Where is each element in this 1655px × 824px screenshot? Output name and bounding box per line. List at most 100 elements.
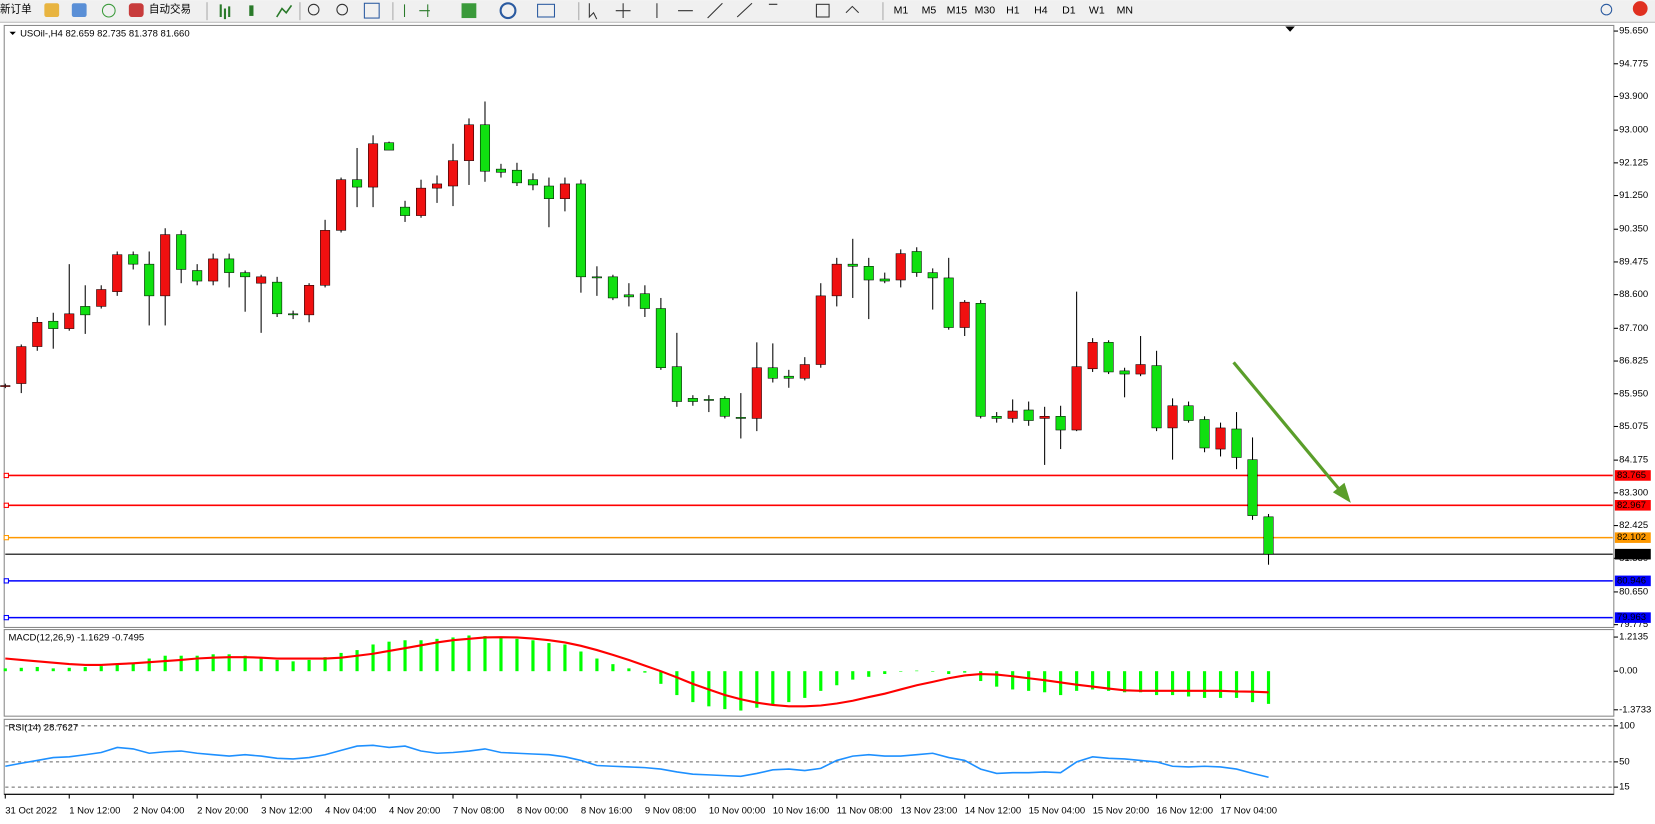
candle-body xyxy=(671,366,682,402)
icon-button[interactable] xyxy=(71,3,87,17)
y-tick-label: 84.175 xyxy=(1619,455,1648,466)
candle-body xyxy=(527,179,538,186)
search-button[interactable] xyxy=(1600,3,1613,16)
y-tick-label: 80.650 xyxy=(1619,586,1648,597)
price-level-tag xyxy=(1614,470,1651,481)
timeframe-button[interactable]: M5 xyxy=(922,4,937,16)
candle-body xyxy=(16,346,27,384)
macd-bar xyxy=(563,644,567,672)
macd-bar xyxy=(627,668,631,672)
tile-button[interactable] xyxy=(363,2,380,19)
candle-body xyxy=(256,276,267,284)
scroll-button[interactable] xyxy=(403,4,430,17)
macd-bar xyxy=(691,671,695,703)
macd-bar xyxy=(787,671,791,703)
indicator-button[interactable] xyxy=(461,3,477,19)
crosshair-button[interactable] xyxy=(615,3,631,19)
y-tick-label: 83.300 xyxy=(1619,487,1648,498)
new-order-button[interactable]: 新订单 xyxy=(0,2,32,15)
icon-button[interactable] xyxy=(101,3,116,18)
macd-bar xyxy=(387,641,391,672)
macd-bar xyxy=(147,658,151,672)
macd-bar xyxy=(1075,671,1079,691)
timeframe-button[interactable]: H4 xyxy=(1034,4,1048,16)
price-level-label: 82.967 xyxy=(1617,500,1646,511)
timeframe-button[interactable]: W1 xyxy=(1089,4,1105,16)
candle-body xyxy=(368,143,379,188)
x-tick-label: 4 Nov 04:00 xyxy=(325,806,376,817)
timeframe-button[interactable]: D1 xyxy=(1062,4,1076,16)
chart-shift-marker[interactable] xyxy=(1285,26,1295,32)
macd-bar xyxy=(499,637,503,672)
x-tick-label: 15 Nov 20:00 xyxy=(1093,806,1150,817)
candle-body xyxy=(783,375,794,379)
template-button[interactable] xyxy=(537,3,556,18)
macd-bar xyxy=(659,671,663,684)
candle-body xyxy=(352,179,363,188)
line-tools[interactable] xyxy=(656,2,723,19)
zoom-out-button[interactable] xyxy=(336,3,349,16)
macd-bar xyxy=(227,654,231,672)
level-handle xyxy=(3,578,9,584)
text-label-button[interactable] xyxy=(815,3,830,18)
timeframe-button[interactable]: M1 xyxy=(894,4,909,16)
candle-body xyxy=(160,234,171,297)
y-tick-label: 92.125 xyxy=(1619,157,1648,168)
candle-body xyxy=(384,142,395,151)
timeframe-button[interactable]: M30 xyxy=(975,4,996,16)
y-tick-label: 85.950 xyxy=(1619,388,1648,399)
candle-body xyxy=(176,234,187,270)
macd-bar xyxy=(131,662,135,672)
candle-body xyxy=(1071,366,1082,431)
x-tick-label: 8 Nov 00:00 xyxy=(517,806,568,817)
level-handle xyxy=(3,502,9,508)
candle-body xyxy=(1119,370,1130,375)
candle-body xyxy=(1039,416,1050,419)
price-level-tag xyxy=(1614,532,1651,543)
candle-body xyxy=(591,276,602,279)
channel-tools[interactable] xyxy=(736,2,778,18)
candle-body xyxy=(320,230,331,286)
price-level-label: 81.660 xyxy=(1617,549,1646,560)
autotrade-button[interactable]: 自动交易 xyxy=(149,2,191,15)
candle-body xyxy=(416,187,427,216)
macd-bar xyxy=(3,668,7,672)
macd-bar xyxy=(595,658,599,672)
arrows-button[interactable] xyxy=(845,5,860,14)
period-button[interactable] xyxy=(499,2,517,20)
y-tick-label: -1.3733 xyxy=(1619,704,1651,715)
macd-bar xyxy=(1202,671,1207,698)
candle-chart-button[interactable] xyxy=(249,5,254,16)
level-handle xyxy=(3,614,9,621)
macd-bar xyxy=(323,657,327,672)
icon-button[interactable] xyxy=(44,3,60,17)
cursor-button[interactable] xyxy=(588,3,598,20)
macd-bar xyxy=(851,671,855,680)
y-tick-label: 88.600 xyxy=(1619,289,1648,300)
timeframe-button[interactable]: H1 xyxy=(1006,4,1020,16)
candle-body xyxy=(0,385,11,387)
candle-body xyxy=(815,295,826,365)
macd-bar xyxy=(451,637,455,672)
line-chart-button[interactable] xyxy=(276,4,293,18)
candle-body xyxy=(400,206,411,216)
bar-chart-button[interactable] xyxy=(219,4,231,20)
level-handle xyxy=(3,472,9,479)
candle-body xyxy=(495,168,506,173)
x-tick-label: 13 Nov 23:00 xyxy=(901,806,958,817)
timeframe-button[interactable]: MN xyxy=(1117,4,1133,16)
autotrade-icon[interactable] xyxy=(128,3,144,17)
macd-bar xyxy=(1154,671,1159,696)
toolbar: 新订单 自动交易 M1 M5 M15 M30 H1 H4 D1 W1 MN xyxy=(0,0,1655,23)
candle-body xyxy=(1055,416,1066,431)
x-tick-label: 11 Nov 08:00 xyxy=(837,806,893,817)
notification-badge[interactable] xyxy=(1632,1,1648,16)
timeframe-button[interactable]: M15 xyxy=(947,4,968,16)
macd-bar xyxy=(835,671,839,686)
macd-bar xyxy=(643,671,647,673)
candle-body xyxy=(607,276,618,299)
candle-body xyxy=(911,251,922,273)
zoom-in-button[interactable] xyxy=(307,3,320,16)
candle-body xyxy=(991,416,1002,419)
